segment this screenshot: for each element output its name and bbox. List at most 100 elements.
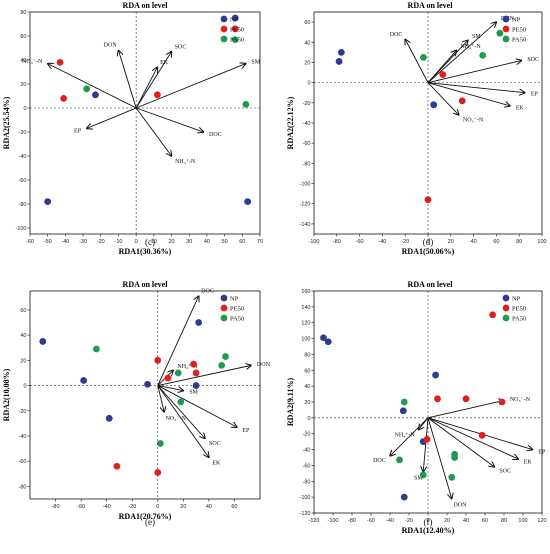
x-tick-label: -40	[386, 518, 394, 524]
y-tick-label: -80	[303, 479, 311, 485]
x-tick-label: 60	[239, 239, 245, 245]
x-tick-label: 40	[471, 239, 477, 245]
x-tick-label: 50	[222, 239, 228, 245]
x-tick-label: -40	[61, 239, 69, 245]
x-tick-label: -80	[333, 239, 341, 245]
legend-label: NP	[512, 16, 521, 23]
sample-point	[92, 91, 99, 99]
vector-arrow	[135, 107, 171, 156]
legend-marker	[220, 304, 228, 312]
x-tick-label: 0	[156, 504, 159, 510]
vector-label: DON	[104, 43, 118, 49]
y-tick-label: -60	[303, 141, 311, 147]
y-tick-label: -100	[299, 495, 310, 501]
sample-point	[242, 101, 250, 108]
y-tick-label: 0	[307, 416, 310, 422]
legend-label: PE50	[230, 305, 244, 312]
vector-label: SOC	[499, 469, 511, 475]
rda-panel-1: RDA on level-60 -50 -40 -30 -20 -10 0 10 20 30 40 5…	[2, 1, 263, 256]
y-tick-label: -20	[303, 432, 311, 438]
vector-arrow	[405, 39, 429, 83]
y-tick-label: 60	[20, 34, 26, 40]
x-tick-label: -20	[128, 504, 136, 510]
y-tick-label: 20	[20, 358, 26, 364]
sample-point	[432, 371, 439, 379]
vector-arrow	[157, 385, 237, 428]
legend-marker	[220, 35, 228, 43]
y-tick-label: 60	[304, 20, 310, 26]
x-axis-label: RDA1(30.36%)	[119, 247, 172, 256]
vector-label: NO₃⁻-N	[510, 397, 531, 403]
sample-point	[400, 398, 408, 406]
x-axis-label: RDA1(12.40%)	[402, 526, 455, 535]
x-tick-label: 0	[426, 518, 429, 524]
y-tick-label: -40	[19, 434, 27, 440]
vector-label: SOC	[527, 57, 539, 63]
sample-point	[231, 14, 239, 22]
legend-label: NP	[230, 295, 239, 302]
y-tick-label: -140	[299, 222, 310, 228]
y-tick-label: -100	[299, 182, 310, 188]
y-tick-label: -20	[19, 130, 27, 136]
vector-label: EP	[242, 428, 250, 434]
sample-point	[424, 196, 432, 204]
legend-marker	[502, 294, 510, 302]
y-axis-label: RDA2(25.54%)	[2, 96, 11, 149]
sample-point	[39, 338, 47, 345]
y-tick-label: -80	[19, 202, 27, 208]
vector-arrow	[135, 67, 157, 109]
sample-point	[439, 71, 447, 78]
sample-point	[396, 456, 403, 464]
sample-point	[192, 382, 200, 389]
vector-arrow	[427, 82, 510, 106]
y-tick-label: 20	[20, 82, 26, 88]
legend-label: PA50	[230, 36, 244, 43]
x-tick-label: 40	[463, 518, 469, 524]
y-tick-label: 40	[20, 333, 26, 339]
sample-point	[192, 369, 200, 377]
sample-point	[80, 377, 88, 384]
x-tick-label: -80	[52, 504, 60, 510]
vector-label: NH₄⁺-N	[177, 363, 198, 370]
y-tick-label: 20	[304, 60, 310, 66]
vector-arrow	[427, 40, 468, 83]
y-tick-label: 0	[307, 81, 310, 87]
vector-arrow	[427, 22, 496, 83]
sample-point	[60, 95, 68, 102]
sample-point	[231, 25, 239, 33]
sample-point	[337, 48, 345, 56]
vector-arrow	[427, 400, 504, 419]
sample-point	[56, 59, 64, 66]
sample-point	[105, 414, 113, 422]
x-tick-label: 80	[516, 239, 522, 245]
sample-point	[222, 353, 229, 360]
sample-point	[478, 431, 486, 439]
legend-label: PE50	[512, 305, 526, 312]
x-tick-label: -100	[327, 518, 338, 524]
sample-point	[479, 51, 487, 59]
x-axis-label: RDA1(20.76%)	[119, 512, 172, 521]
x-tick-label: -60	[26, 239, 34, 245]
x-tick-label: -100	[308, 239, 319, 245]
y-tick-label: 80	[304, 352, 310, 358]
sample-point	[423, 435, 431, 443]
vector-label: DON	[257, 362, 271, 368]
x-tick-label: 20	[168, 239, 174, 245]
y-tick-label: 40	[304, 40, 310, 46]
legend-marker	[220, 294, 228, 302]
vector-arrow	[135, 52, 171, 109]
x-tick-label: 60	[231, 504, 237, 510]
y-tick-label: -40	[303, 121, 311, 127]
x-tick-label: -20	[405, 518, 413, 524]
vector-arrow	[136, 107, 203, 132]
x-tick-label: -120	[308, 518, 319, 524]
x-tick-label: 40	[204, 239, 210, 245]
vector-arrow	[423, 417, 429, 472]
x-tick-label: -60	[77, 504, 85, 510]
vector-label: EP	[74, 129, 82, 135]
y-tick-label: -80	[303, 161, 311, 167]
vector-label: DOC	[373, 458, 386, 464]
sample-point	[324, 338, 332, 346]
sample-point	[400, 493, 408, 501]
